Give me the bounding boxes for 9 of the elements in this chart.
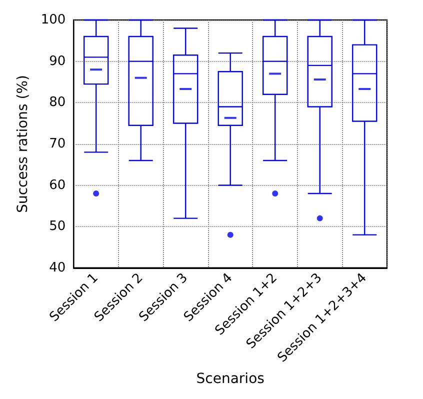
y-tick-label: 70: [49, 136, 66, 152]
y-tick-label: 60: [49, 178, 66, 193]
y-axis-title: Success rations (%): [15, 74, 31, 213]
y-tick-label: 80: [49, 95, 66, 110]
y-tick-label: 50: [49, 219, 66, 234]
y-tick-label: 90: [49, 54, 66, 69]
y-tick-label: 40: [49, 260, 66, 276]
x-axis-title: Scenarios: [196, 371, 264, 387]
y-tick-label: 100: [40, 12, 66, 28]
